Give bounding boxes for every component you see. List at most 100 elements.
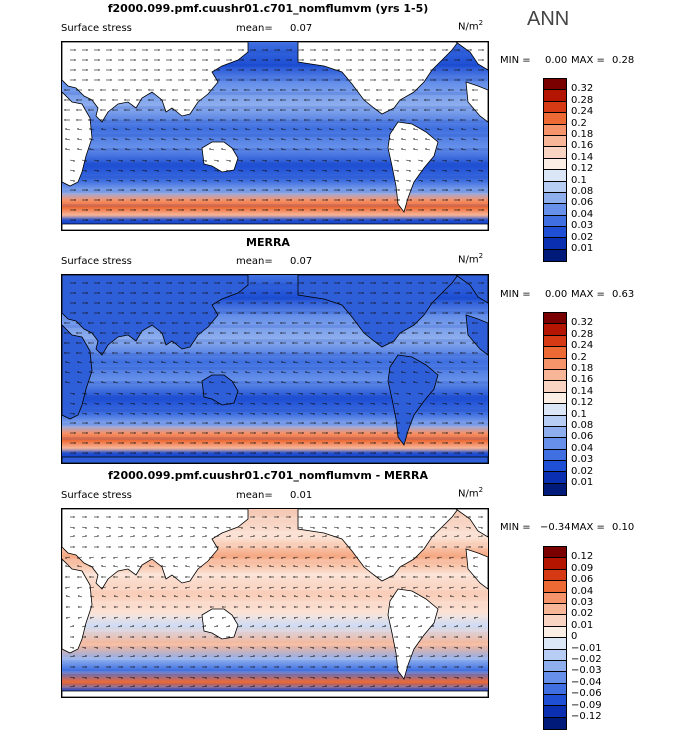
stress-arrow-head bbox=[353, 565, 355, 567]
stress-arrow-head bbox=[74, 312, 76, 314]
stress-arrow-head bbox=[444, 647, 446, 649]
stress-arrow-head bbox=[341, 138, 343, 140]
stress-arrow-head bbox=[124, 119, 126, 121]
stress-arrow-head bbox=[401, 381, 403, 383]
stress-arrow-head bbox=[157, 413, 159, 415]
stress-arrow-head bbox=[289, 180, 291, 182]
stress-arrow-head bbox=[122, 199, 124, 201]
stress-arrow-head bbox=[184, 342, 186, 344]
stress-arrow-head bbox=[361, 535, 363, 537]
stress-arrow-head bbox=[281, 138, 283, 140]
stress-arrow-head bbox=[242, 432, 244, 434]
stress-arrow-head bbox=[113, 361, 115, 363]
stress-arrow-head bbox=[97, 170, 99, 172]
colorbar-level-label: 0.02 bbox=[571, 608, 594, 620]
stress-arrow-head bbox=[385, 535, 387, 537]
stress-arrow-head bbox=[169, 655, 171, 657]
stress-arrow-head bbox=[86, 199, 88, 201]
stress-arrow-head bbox=[434, 312, 436, 314]
colorbar-swatch bbox=[544, 626, 566, 639]
stress-arrow-head bbox=[257, 381, 259, 383]
stress-arrow-head bbox=[86, 59, 88, 61]
stress-arrow-head bbox=[385, 413, 387, 415]
stress-arrow-head bbox=[149, 557, 151, 559]
stress-arrow-head bbox=[157, 655, 159, 657]
stress-arrow-head bbox=[400, 322, 402, 324]
stress-arrow-head bbox=[300, 636, 302, 638]
stress-arrow-head bbox=[450, 617, 452, 619]
stress-arrow-head bbox=[86, 452, 88, 454]
stress-arrow-head bbox=[401, 148, 403, 150]
stress-arrow-head bbox=[97, 393, 99, 395]
stress-arrow-head bbox=[410, 282, 412, 284]
panel-2-map bbox=[61, 274, 489, 464]
stress-arrow-head bbox=[377, 371, 379, 373]
stress-arrow-head bbox=[122, 189, 124, 191]
stress-arrow-head bbox=[242, 189, 244, 191]
stress-arrow-head bbox=[461, 381, 463, 383]
stress-arrow-head bbox=[241, 180, 243, 182]
stress-arrow-head bbox=[136, 322, 138, 324]
stress-arrow-head bbox=[349, 546, 351, 548]
stress-arrow-head bbox=[184, 109, 186, 111]
stress-arrow-head bbox=[180, 625, 182, 627]
stress-arrow-head bbox=[192, 647, 194, 649]
stress-arrow-head bbox=[266, 49, 268, 51]
stress-arrow-head bbox=[78, 606, 80, 608]
stress-arrow-head bbox=[420, 625, 422, 627]
stress-arrow-head bbox=[146, 312, 148, 314]
stress-arrow-head bbox=[169, 403, 171, 405]
stress-arrow-head bbox=[264, 636, 266, 638]
stress-arrow-head bbox=[64, 322, 66, 324]
stress-arrow-head bbox=[146, 199, 148, 201]
stress-arrow-head bbox=[138, 595, 140, 597]
stress-arrow-head bbox=[73, 180, 75, 182]
stress-arrow-head bbox=[470, 189, 472, 191]
stress-arrow-head bbox=[340, 89, 342, 91]
stress-arrow-head bbox=[325, 180, 327, 182]
stress-arrow-head bbox=[257, 148, 259, 150]
stress-arrow-head bbox=[364, 119, 366, 121]
stress-arrow-head bbox=[446, 312, 448, 314]
stress-arrow-head bbox=[158, 422, 160, 424]
stress-arrow-head bbox=[437, 381, 439, 383]
colorbar-level-label: 0.04 bbox=[571, 208, 594, 220]
stress-arrow-head bbox=[348, 625, 350, 627]
stress-arrow-head bbox=[181, 685, 183, 687]
stress-arrow-head bbox=[326, 442, 328, 444]
stress-arrow-head bbox=[350, 422, 352, 424]
stress-arrow-head bbox=[290, 452, 292, 454]
stress-arrow-head bbox=[158, 49, 160, 51]
stress-arrow-head bbox=[288, 647, 290, 649]
colorbar-swatch bbox=[544, 672, 566, 684]
stress-arrow-head bbox=[457, 666, 459, 668]
stress-arrow-head bbox=[181, 160, 183, 162]
stress-arrow-head bbox=[257, 361, 259, 363]
stress-arrow-head bbox=[257, 565, 259, 567]
stress-arrow-head bbox=[373, 160, 375, 162]
stress-arrow-head bbox=[473, 587, 475, 589]
stress-arrow-head bbox=[218, 209, 220, 211]
stress-arrow-head bbox=[254, 49, 256, 51]
stress-arrow-head bbox=[278, 219, 280, 221]
stress-arrow-head bbox=[458, 49, 460, 51]
stress-arrow-head bbox=[181, 403, 183, 405]
stress-arrow-head bbox=[316, 89, 318, 91]
stress-arrow-head bbox=[280, 342, 282, 344]
stress-arrow-head bbox=[76, 322, 78, 324]
stress-arrow-head bbox=[88, 322, 90, 324]
stress-arrow-head bbox=[289, 516, 291, 518]
stress-arrow-head bbox=[422, 189, 424, 191]
africa-landmass bbox=[62, 324, 93, 420]
stress-arrow-head bbox=[192, 636, 194, 638]
stress-arrow-head bbox=[138, 617, 140, 619]
stress-arrow-head bbox=[385, 170, 387, 172]
stress-arrow-head bbox=[326, 199, 328, 201]
stress-arrow-head bbox=[85, 160, 87, 162]
stress-arrow-head bbox=[293, 587, 295, 589]
stress-arrow-head bbox=[361, 516, 363, 518]
field-band bbox=[62, 353, 488, 356]
stress-arrow-head bbox=[377, 576, 379, 578]
stress-arrow-head bbox=[184, 332, 186, 334]
stress-arrow-head bbox=[422, 312, 424, 314]
